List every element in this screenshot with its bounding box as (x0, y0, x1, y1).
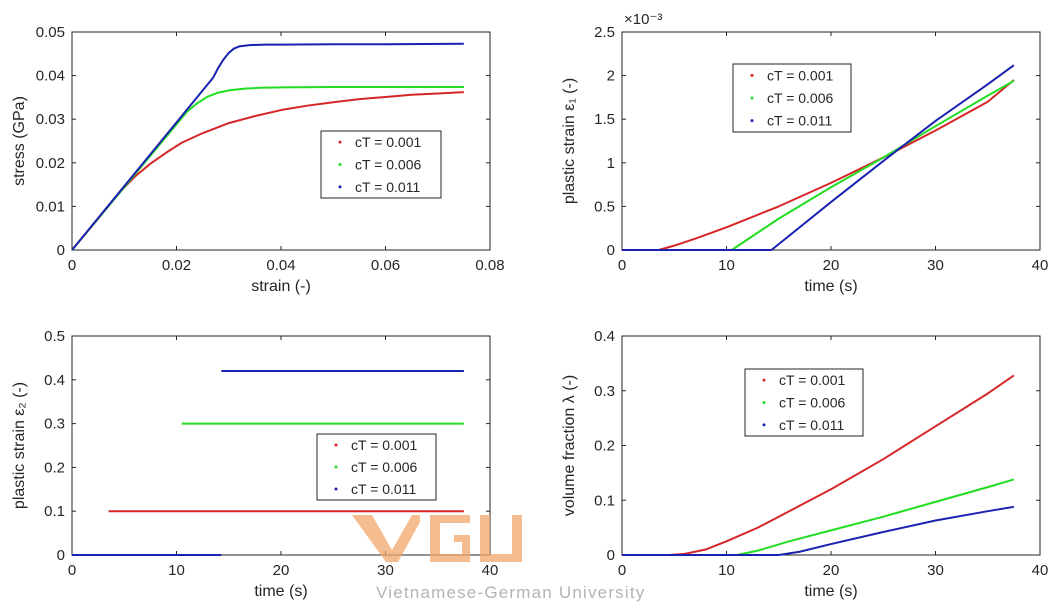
vgu-logo-mark (352, 515, 522, 562)
x-tick-label: 40 (1032, 562, 1049, 579)
legend-entry: cT = 0.001 (767, 67, 834, 83)
y-tick-label: 0 (607, 547, 615, 564)
legend-marker (334, 487, 338, 491)
y-tick-label: 0.04 (36, 68, 65, 85)
y-tick-label: 0.01 (36, 198, 65, 215)
legend-entry: cT = 0.011 (351, 481, 416, 497)
x-axis-label: time (s) (804, 583, 857, 600)
x-tick-label: 20 (823, 257, 840, 274)
x-tick-label: 40 (482, 562, 499, 579)
subplot-4: 0 10 20 30 40 0 0.1 0.2 0.3 0.4 time (s) volume fra… (561, 328, 1048, 600)
x-tick-label: 0.04 (266, 257, 295, 274)
y-tick-label: 0.3 (594, 383, 615, 400)
x-tick-label: 0.06 (371, 257, 400, 274)
series-line-3 (71, 42, 464, 251)
y-exponent-label: ×10⁻³ (624, 11, 662, 28)
legend-marker (750, 96, 754, 100)
legend-entry: cT = 0.011 (355, 179, 420, 195)
y-tick-label: 0.5 (44, 328, 65, 345)
legend-entry: cT = 0.011 (779, 417, 844, 433)
subplot-3: 0 10 20 30 40 0 0.1 0.2 0.3 0.4 0.5 time (s) plastic… (11, 328, 498, 600)
legend-entry: cT = 0.006 (779, 395, 846, 411)
x-tick-label: 0.02 (162, 257, 191, 274)
y-tick-label: 0.02 (36, 155, 65, 172)
vgu-watermark: Vietnamese-German University (352, 515, 645, 602)
legend-entry: cT = 0.001 (355, 134, 422, 150)
legend-marker (334, 443, 338, 447)
x-tick-label: 20 (823, 562, 840, 579)
legend-marker (750, 119, 754, 123)
x-tick-label: 10 (168, 562, 185, 579)
x-tick-label: 30 (377, 562, 394, 579)
subplot-1: 0 0.02 0.04 0.06 0.08 0 0.01 0.02 0.03 0.04 0.05 st… (11, 24, 505, 295)
legend-marker (762, 423, 766, 427)
x-tick-label: 10 (718, 562, 735, 579)
x-tick-label: 0.08 (475, 257, 504, 274)
legend-entry: cT = 0.006 (351, 459, 418, 475)
y-tick-label: 0 (57, 547, 65, 564)
x-axis-label: time (s) (254, 583, 307, 600)
y-tick-label: 0.4 (44, 372, 65, 389)
y-axis-label: stress (GPa) (11, 96, 28, 186)
y-tick-label: 0.5 (594, 198, 615, 215)
y-axis-label: plastic strain ε₂ (-) (11, 382, 28, 509)
series-line-3 (622, 64, 1015, 251)
y-tick-label: 0.05 (36, 24, 65, 41)
legend: cT = 0.001 cT = 0.006 cT = 0.011 (732, 63, 852, 133)
x-tick-label: 30 (927, 257, 944, 274)
x-tick-label: 0 (618, 562, 626, 579)
x-tick-label: 0 (618, 257, 626, 274)
legend-marker (338, 140, 342, 144)
y-tick-label: 0.1 (44, 503, 65, 520)
y-tick-label: 0.1 (594, 492, 615, 509)
legend-marker (334, 465, 338, 469)
x-tick-label: 20 (273, 562, 290, 579)
series-line-2 (622, 79, 1015, 251)
legend-marker (762, 378, 766, 382)
x-tick-label: 10 (718, 257, 735, 274)
y-tick-label: 2.5 (594, 24, 615, 41)
legend: cT = 0.001 cT = 0.006 cT = 0.011 (316, 433, 437, 501)
series-line-2 (71, 85, 464, 251)
y-tick-label: 1.5 (594, 111, 615, 128)
series-line-1 (622, 79, 1015, 251)
y-axis-label: volume fraction λ (-) (561, 375, 578, 516)
legend-marker (338, 163, 342, 166)
series-line-3 (622, 505, 1015, 556)
series-line-2 (622, 478, 1015, 556)
y-tick-label: 0.4 (594, 328, 615, 345)
y-tick-label: 0.2 (594, 438, 615, 455)
y-tick-label: 0.2 (44, 459, 65, 476)
legend-entry: cT = 0.006 (355, 157, 422, 173)
subplot-2: 0 10 20 30 40 0 0.5 1 1.5 2 2.5 time (s) plastic str… (561, 11, 1048, 295)
y-tick-label: 0.3 (44, 416, 65, 433)
legend-marker (762, 401, 766, 404)
legend: cT = 0.001 cT = 0.006 cT = 0.011 (320, 130, 442, 199)
y-tick-label: 0.03 (36, 111, 65, 128)
legend-entry: cT = 0.006 (767, 90, 834, 106)
x-axis-label: strain (-) (251, 278, 311, 295)
series-line-1 (71, 91, 464, 251)
y-tick-label: 0 (57, 242, 65, 259)
legend-marker (338, 185, 342, 189)
watermark-caption: Vietnamese-German University (376, 583, 645, 602)
y-tick-label: 2 (607, 68, 615, 85)
legend-entry: cT = 0.001 (351, 437, 418, 453)
x-tick-label: 30 (927, 562, 944, 579)
legend-entry: cT = 0.011 (767, 113, 832, 129)
y-axis-label: plastic strain ε₁ (-) (561, 78, 578, 204)
y-tick-label: 0 (607, 242, 615, 259)
x-tick-label: 0 (68, 257, 76, 274)
y-tick-label: 1 (607, 155, 615, 172)
x-tick-label: 0 (68, 562, 76, 579)
legend-marker (750, 73, 754, 77)
x-tick-label: 40 (1032, 257, 1049, 274)
legend-entry: cT = 0.001 (779, 372, 846, 388)
legend: cT = 0.001 cT = 0.006 cT = 0.011 (744, 368, 864, 437)
x-axis-label: time (s) (804, 278, 857, 295)
